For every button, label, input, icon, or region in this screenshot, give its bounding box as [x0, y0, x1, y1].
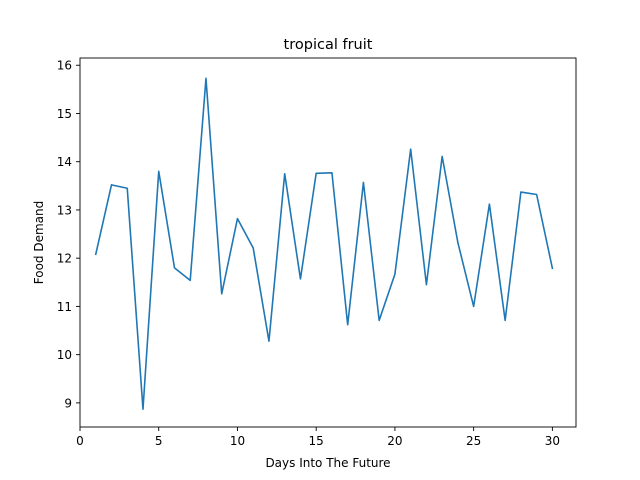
y-tick-label: 14 — [57, 155, 72, 169]
x-tick-label: 10 — [230, 434, 245, 448]
plot-frame — [79, 57, 577, 428]
y-tick-label: 10 — [57, 348, 72, 362]
y-tick-label: 9 — [64, 396, 72, 410]
series-group — [94, 77, 554, 410]
axis-ticks: 0 5 10 15 20 25 30 9 10 11 12 13 14 15 16 — [57, 59, 560, 448]
x-tick-label: 30 — [545, 434, 560, 448]
x-axis-title: Days Into The Future — [265, 456, 390, 470]
y-tick-label: 15 — [57, 107, 72, 121]
y-axis-title: Food Demand — [32, 201, 46, 284]
y-tick-label: 13 — [57, 203, 72, 217]
x-tick-label: 15 — [309, 434, 324, 448]
series-line — [94, 77, 554, 410]
x-tick-label: 25 — [466, 434, 481, 448]
y-tick-label: 16 — [57, 59, 72, 73]
y-tick-label: 12 — [57, 252, 72, 266]
x-tick-label: 5 — [155, 434, 163, 448]
chart-title: tropical fruit — [284, 37, 373, 53]
x-tick-label: 0 — [76, 434, 84, 448]
y-tick-label: 11 — [57, 300, 72, 314]
x-tick-label: 20 — [387, 434, 402, 448]
